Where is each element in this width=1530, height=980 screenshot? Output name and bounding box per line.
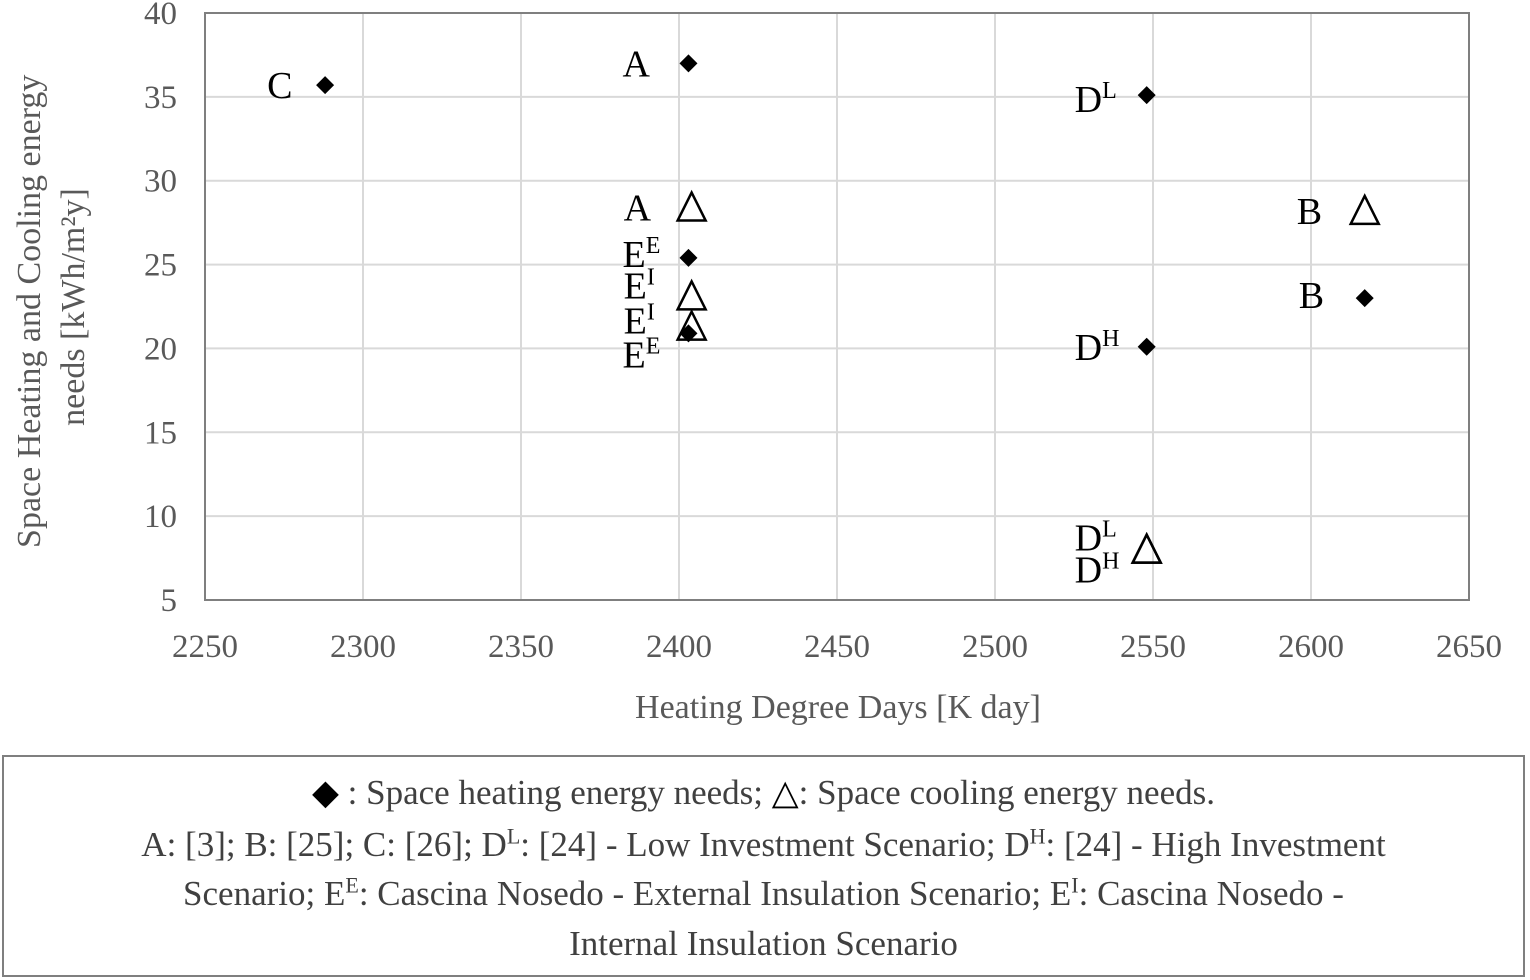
cooling-point <box>675 308 708 341</box>
cooling-point <box>1348 193 1381 226</box>
legend-sup-i: I <box>1071 872 1079 898</box>
x-tick-label: 2550 <box>1120 629 1186 665</box>
point-label: B <box>1299 275 1324 317</box>
x-tick-label: 2400 <box>646 629 712 665</box>
x-tick-label: 2250 <box>172 629 238 665</box>
gridlines <box>204 12 1470 601</box>
y-tick-label: 15 <box>144 415 177 451</box>
legend-ref-scen: Scenario; E <box>183 874 346 913</box>
x-axis-ticks: 2250 2300 2350 2400 2450 2500 2550 2600 2650 <box>172 629 1502 665</box>
cooling-point <box>1130 531 1163 564</box>
triangle-icon: △ <box>771 773 799 812</box>
point-label: DL <box>1075 78 1117 121</box>
y-tick-label: 25 <box>144 248 177 284</box>
point-label: DH <box>1075 549 1120 592</box>
legend-sup-h: H <box>1029 823 1046 849</box>
x-axis-title: Heating Degree Days [K day] <box>635 689 1041 726</box>
x-tick-label: 2300 <box>330 629 396 665</box>
heating-point <box>1355 289 1374 308</box>
legend-line-references-1: A: [3]; B: [25]; C: [26]; DL: [24] - Low… <box>4 825 1523 865</box>
heating-point <box>679 54 698 73</box>
y-tick-label: 5 <box>161 583 178 619</box>
scatter-chart: 2250 2300 2350 2400 2450 2500 2550 2600 2650 5 10… <box>11 0 1502 726</box>
legend-ref-dl: : [24] - Low Investment Scenario; D <box>520 825 1030 864</box>
heating-point <box>316 76 335 95</box>
y-axis-ticks: 5 10 15 20 25 30 35 40 <box>144 0 177 619</box>
point-label: EI <box>624 300 655 343</box>
plot-area-frame <box>204 12 1470 601</box>
point-label: DL <box>1075 517 1117 560</box>
legend-ref-dh: : [24] - High Investment <box>1045 825 1386 864</box>
point-label: EI <box>624 264 655 307</box>
diamond-icon: ◆ <box>312 773 339 812</box>
y-axis-title-line-2: needs [kWh/m²y] <box>55 188 92 426</box>
y-tick-label: 30 <box>144 164 177 200</box>
heating-point <box>679 248 698 267</box>
x-tick-label: 2600 <box>1278 629 1344 665</box>
point-label: A <box>624 188 652 230</box>
point-label: C <box>267 65 292 107</box>
y-tick-label: 35 <box>144 80 177 116</box>
data-points <box>316 54 1381 564</box>
legend-ref-ei: : Cascina Nosedo - <box>1078 874 1344 913</box>
legend: ◆ : Space heating energy needs; △: Space… <box>2 755 1525 977</box>
y-axis-title-line-1: Space Heating and Cooling energy <box>11 75 48 548</box>
point-label: DH <box>1075 326 1120 369</box>
legend-cooling-text: : Space cooling energy needs. <box>798 773 1215 812</box>
heating-point <box>1137 86 1156 105</box>
y-tick-label: 10 <box>144 499 177 535</box>
cooling-point <box>1130 531 1163 564</box>
legend-line-symbols: ◆ : Space heating energy needs; △: Space… <box>4 773 1523 813</box>
legend-line-references-3: Internal Insulation Scenario <box>4 924 1523 964</box>
cooling-point <box>675 278 708 311</box>
y-tick-label: 40 <box>144 0 177 32</box>
legend-sup-l: L <box>506 823 521 849</box>
x-tick-label: 2650 <box>1436 629 1502 665</box>
heating-point <box>1137 337 1156 356</box>
legend-line-references-2: Scenario; EE: Cascina Nosedo - External … <box>4 874 1523 914</box>
point-label: B <box>1297 191 1322 233</box>
legend-ref-last: Internal Insulation Scenario <box>569 924 958 963</box>
x-tick-label: 2450 <box>804 629 870 665</box>
point-label: A <box>622 43 650 85</box>
y-axis-title: Space Heating and Cooling energy needs [… <box>11 66 92 548</box>
x-tick-label: 2350 <box>488 629 554 665</box>
legend-ref-a: A: [3]; B: [25]; C: [26]; D <box>141 825 507 864</box>
legend-heating-text: : Space heating energy needs; <box>338 773 772 812</box>
point-label: EE <box>622 233 660 276</box>
y-tick-label: 20 <box>144 331 177 367</box>
x-tick-label: 2500 <box>962 629 1028 665</box>
cooling-point <box>675 189 708 222</box>
legend-sup-e: E <box>345 872 359 898</box>
point-label: EE <box>622 333 660 376</box>
legend-ref-ee: : Cascina Nosedo - External Insulation S… <box>358 874 1072 913</box>
